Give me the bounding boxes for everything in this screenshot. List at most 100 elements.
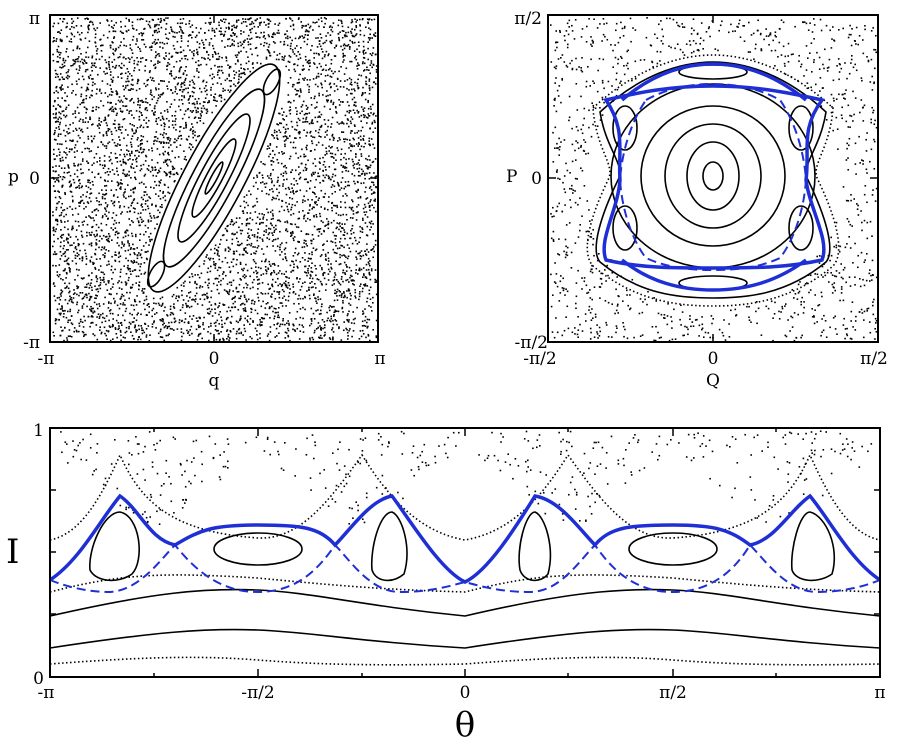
chaotic-point [139, 18, 141, 21]
chaotic-point [57, 275, 60, 278]
chaotic-point [257, 283, 259, 285]
chaotic-point [167, 38, 170, 40]
chaotic-point [56, 48, 58, 51]
chaotic-point [317, 309, 319, 311]
chaotic-point [163, 18, 165, 21]
chaotic-point [271, 188, 273, 190]
chaotic-point [227, 333, 230, 336]
chaotic-point [72, 20, 75, 23]
chaotic-point [364, 250, 366, 253]
chaotic-point [238, 217, 241, 219]
chaotic-point [121, 293, 123, 296]
chaotic-point [276, 188, 278, 190]
chaotic-point [82, 63, 85, 65]
chaotic-point [357, 111, 360, 113]
chaotic-point [65, 249, 68, 251]
chaotic-point [94, 268, 97, 270]
chaotic-point [245, 275, 247, 278]
chaotic-point [344, 295, 346, 298]
chaotic-point [215, 263, 217, 265]
chaotic-point [232, 265, 235, 268]
chaotic-point [157, 332, 160, 335]
chaotic-point [119, 44, 121, 47]
chaotic-point [372, 131, 374, 133]
chaotic-point [258, 278, 260, 281]
chaotic-point [331, 116, 334, 119]
chaotic-point [65, 239, 68, 241]
chaotic-point [373, 191, 376, 194]
chaotic-point [69, 190, 72, 193]
chaotic-point [66, 48, 68, 50]
chaotic-point [201, 294, 204, 296]
chaotic-point [75, 68, 78, 71]
chaotic-point [163, 326, 166, 329]
chaotic-point [109, 171, 111, 173]
chaotic-point [170, 75, 173, 77]
chaotic-point [269, 326, 272, 328]
chaotic-point [129, 153, 131, 155]
chaotic-point [222, 87, 224, 90]
chaotic-point [374, 198, 376, 201]
chaotic-point [237, 272, 239, 274]
chaotic-point [251, 234, 254, 236]
chaotic-point [313, 293, 315, 295]
chaotic-point [332, 323, 335, 326]
chaotic-point [221, 40, 223, 42]
chaotic-point [69, 180, 71, 183]
chaotic-point [211, 73, 214, 76]
chaotic-point [130, 204, 132, 207]
chaotic-point [322, 164, 325, 166]
chaotic-point [243, 276, 246, 279]
chaotic-point [320, 220, 323, 222]
chaotic-point [149, 212, 151, 215]
chaotic-point [359, 225, 361, 228]
chaotic-point [308, 91, 310, 93]
chaotic-point [283, 57, 285, 59]
chaotic-point [320, 82, 322, 85]
chaotic-point [334, 238, 337, 240]
chaotic-point [275, 197, 277, 200]
chaotic-point [176, 22, 179, 25]
chaotic-point [65, 108, 67, 110]
chaotic-point [120, 149, 122, 151]
chaotic-point [321, 337, 323, 339]
chaotic-point [55, 179, 58, 181]
chaotic-point [136, 329, 138, 332]
chaotic-point [55, 127, 58, 129]
chaotic-point [351, 199, 353, 201]
chaotic-point [359, 148, 361, 151]
chaotic-point [176, 328, 179, 330]
chaotic-point [179, 130, 181, 133]
chaotic-point [247, 236, 250, 238]
chaotic-point [66, 302, 69, 305]
chaotic-point [62, 59, 65, 62]
chaotic-point [273, 32, 275, 34]
chaotic-point [100, 50, 103, 52]
chaotic-point [353, 163, 356, 165]
chaotic-point [293, 99, 295, 102]
chaotic-point [64, 255, 67, 258]
chaotic-point [167, 62, 169, 64]
chaotic-point [61, 308, 63, 310]
chaotic-point [304, 200, 306, 202]
chaotic-point [298, 217, 301, 220]
chaotic-point [246, 218, 249, 220]
chaotic-point [104, 119, 107, 121]
chaotic-point [351, 88, 353, 91]
chaotic-point [88, 168, 90, 171]
chaotic-point [66, 258, 69, 261]
chaotic-point [367, 22, 369, 25]
chaotic-point [84, 121, 87, 123]
chaotic-point [157, 302, 160, 305]
chaotic-point [156, 223, 158, 225]
chaotic-point [248, 18, 250, 21]
chaotic-point [291, 234, 293, 236]
chaotic-point [247, 18, 249, 21]
chaotic-point [308, 288, 310, 291]
chaotic-point [89, 308, 91, 311]
chaotic-point [339, 253, 341, 256]
chaotic-point [348, 329, 350, 332]
chaotic-point [180, 66, 183, 68]
chaotic-point [111, 180, 113, 182]
chaotic-point [78, 33, 81, 36]
